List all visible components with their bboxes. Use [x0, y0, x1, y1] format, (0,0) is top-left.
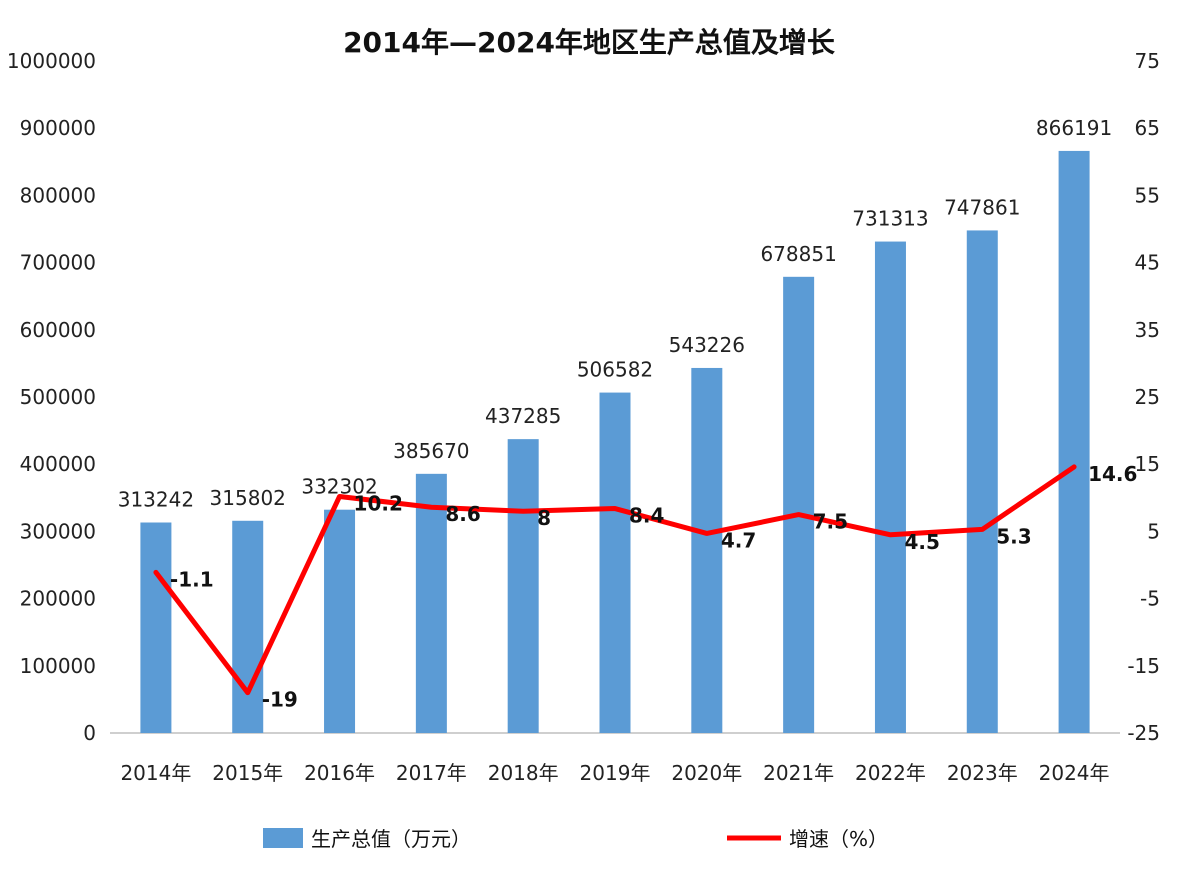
right-tick-label: 75	[1135, 49, 1160, 73]
x-tick-label: 2014年	[120, 761, 191, 785]
bar	[599, 392, 631, 733]
right-tick-label: 45	[1135, 251, 1160, 275]
right-tick-label: -25	[1127, 721, 1160, 745]
legend-label-bar: 生产总值（万元）	[311, 827, 471, 851]
bar-value-label: 866191	[1036, 116, 1112, 140]
legend-label-line: 增速（%）	[789, 827, 888, 851]
line-point	[889, 533, 892, 536]
bar-value-label: 731313	[852, 207, 928, 231]
bar-value-label: 315802	[210, 486, 286, 510]
legend: 生产总值（万元） 增速（%）	[263, 827, 888, 851]
left-tick-label: 400000	[20, 452, 96, 476]
right-tick-label: -5	[1140, 587, 1160, 611]
right-tick-label: -15	[1127, 654, 1160, 678]
bar	[232, 520, 264, 733]
line-value-labels: -1.1 -19 10.2 8.6 8 8.4 4.7 7.5 4.5 5.3 14.6	[170, 462, 1138, 712]
line-point	[154, 571, 157, 574]
bar	[966, 230, 998, 733]
left-axis-ticks: 0 100000 200000 300000 400000 500000 600000 700…	[7, 49, 96, 745]
bar	[691, 367, 723, 733]
chart-title: 2014年—2024年地区生产总值及增长	[343, 26, 835, 59]
x-tick-label: 2020年	[671, 761, 742, 785]
bar-value-label: 437285	[485, 404, 561, 428]
right-tick-label: 55	[1135, 183, 1160, 207]
left-tick-label: 0	[83, 721, 96, 745]
line-value-label: 4.7	[721, 528, 756, 552]
right-tick-label: 15	[1135, 452, 1160, 476]
line-point	[522, 510, 525, 513]
x-tick-label: 2018年	[488, 761, 559, 785]
bar-value-label: 385670	[393, 439, 469, 463]
line-point	[981, 528, 984, 531]
left-tick-label: 700000	[20, 251, 96, 275]
bar-series	[140, 150, 1090, 733]
line-value-label: 14.6	[1088, 462, 1137, 486]
line-value-label: 4.5	[904, 530, 939, 554]
line-point	[797, 513, 800, 516]
x-tick-label: 2015年	[212, 761, 283, 785]
left-tick-label: 900000	[20, 116, 96, 140]
bar-value-labels: 313242 315802 3323023856704372855065825432…	[118, 116, 1113, 512]
bar	[783, 276, 815, 733]
line-value-label: 8.6	[445, 502, 480, 526]
x-tick-label: 2016年	[304, 761, 375, 785]
line-point	[705, 532, 708, 535]
left-tick-label: 500000	[20, 385, 96, 409]
right-tick-label: 5	[1147, 519, 1160, 543]
x-tick-label: 2017年	[396, 761, 467, 785]
left-tick-label: 200000	[20, 587, 96, 611]
line-value-label: 5.3	[996, 524, 1031, 548]
x-tick-label: 2022年	[855, 761, 926, 785]
right-tick-label: 35	[1135, 318, 1160, 342]
left-tick-label: 1000000	[7, 49, 96, 73]
bar	[415, 473, 447, 733]
line-value-label: 8	[537, 506, 551, 530]
right-tick-label: 25	[1135, 385, 1160, 409]
line-point	[1073, 465, 1076, 468]
left-tick-label: 600000	[20, 318, 96, 342]
bar	[140, 522, 172, 733]
bar-value-label: 506582	[577, 358, 653, 382]
line-value-label: -19	[262, 688, 298, 712]
bar-value-label: 543226	[669, 333, 745, 357]
bar-value-label: 313242	[118, 488, 194, 512]
bar-value-label: 747861	[944, 195, 1020, 219]
bar	[324, 509, 356, 733]
left-tick-label: 800000	[20, 183, 96, 207]
line-series	[153, 464, 1077, 696]
left-tick-label: 300000	[20, 519, 96, 543]
x-tick-label: 2024年	[1039, 761, 1110, 785]
right-axis-ticks: -25 -15 -5 5 15 25 35 45 55 65 75	[1127, 49, 1160, 745]
left-tick-label: 100000	[20, 654, 96, 678]
x-tick-label: 2023年	[947, 761, 1018, 785]
bar-value-label: 678851	[760, 242, 836, 266]
line-point	[614, 507, 616, 510]
legend-swatch-bar	[263, 828, 303, 848]
right-tick-label: 65	[1135, 116, 1160, 140]
bar	[507, 439, 539, 733]
x-axis-ticks: 2014年 2015年 2016年 2017年 2018年 2019年 2020年 2021年…	[120, 761, 1109, 785]
bar	[1058, 150, 1090, 733]
x-tick-label: 2021年	[763, 761, 834, 785]
bar	[874, 241, 906, 733]
line-point	[246, 691, 249, 694]
line-value-label: 10.2	[354, 491, 403, 515]
line-value-label: -1.1	[170, 567, 214, 591]
line-point	[338, 495, 341, 498]
line-value-label: 7.5	[813, 510, 848, 534]
line-point	[430, 506, 433, 509]
x-tick-label: 2019年	[580, 761, 651, 785]
line-value-label: 8.4	[629, 504, 664, 528]
